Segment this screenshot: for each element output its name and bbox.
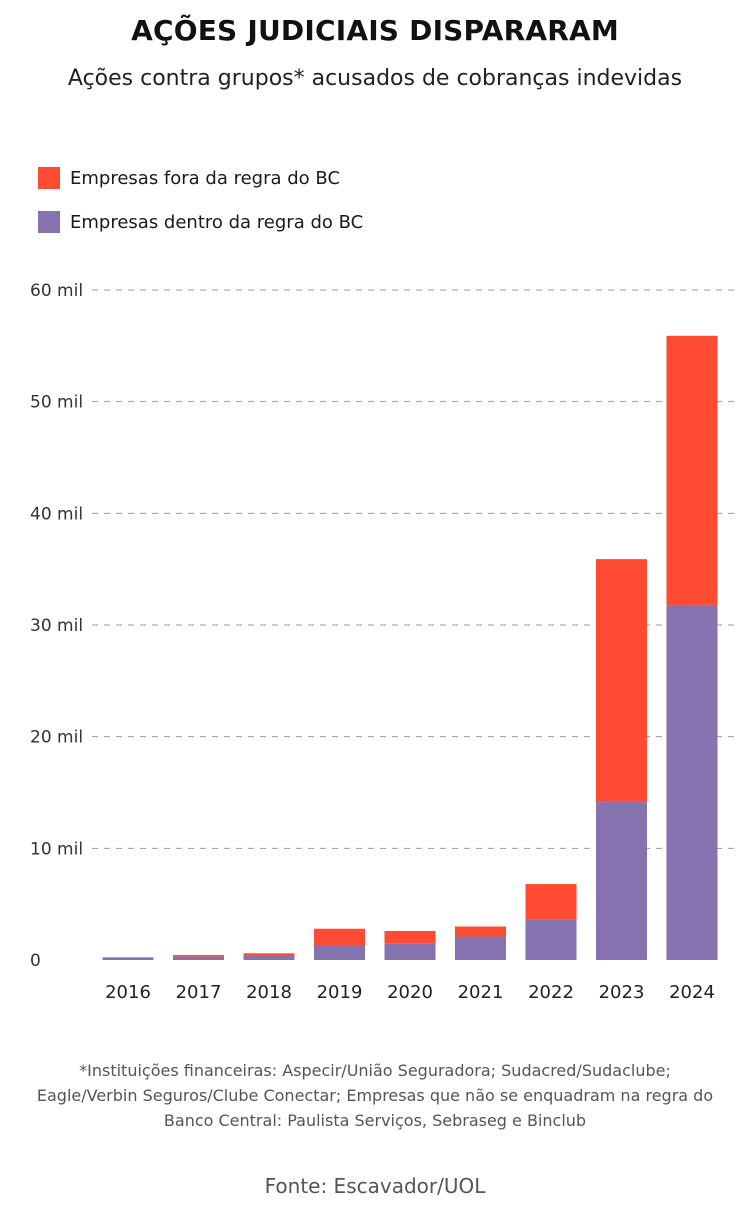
- bar-segment-dentro: [173, 956, 224, 960]
- x-tick-label: 2016: [105, 982, 151, 1003]
- bar-segment-dentro: [596, 801, 647, 960]
- bar-segment-dentro: [243, 955, 295, 960]
- legend-item-fora: Empresas fora da regra do BC: [38, 166, 363, 190]
- bar-segment-dentro: [666, 604, 718, 960]
- bar-segment-fora: [525, 884, 577, 920]
- x-tick-label: 2020: [387, 982, 433, 1003]
- source-credit: Fonte: Escavador/UOL: [264, 1174, 486, 1198]
- bar-segment-fora: [596, 559, 647, 802]
- legend-swatch-fora: [38, 167, 60, 189]
- y-axis-ticks: 0 10 mil 20 mil 30 mil 40 mil 50 mil 60 mil: [30, 281, 83, 971]
- x-tick-label: 2017: [176, 982, 222, 1003]
- legend-label-fora: Empresas fora da regra do BC: [70, 167, 341, 189]
- stacked-bar-chart: 0 10 mil 20 mil 30 mil 40 mil 50 mil 60 mil 20…: [30, 281, 740, 1003]
- chart-title: AÇÕES JUDICIAIS DISPARARAM: [131, 14, 619, 47]
- y-tick-label: 0: [30, 951, 41, 971]
- x-tick-label: 2022: [528, 982, 574, 1003]
- legend: Empresas fora da regra do BC Empresas de…: [38, 166, 363, 254]
- y-tick-label: 40 mil: [30, 504, 83, 524]
- y-tick-label: 60 mil: [30, 281, 83, 301]
- bar-segment-dentro: [384, 943, 436, 960]
- y-tick-label: 10 mil: [30, 839, 83, 859]
- x-tick-label: 2021: [458, 982, 504, 1003]
- bar-segment-fora: [384, 930, 436, 944]
- bar-segment-dentro: [455, 936, 506, 960]
- bar-segment-fora: [455, 926, 506, 937]
- bar-segment-fora: [102, 957, 154, 958]
- bar-segment-dentro: [525, 919, 577, 960]
- bar-segment-dentro: [102, 957, 154, 960]
- bar-segment-fora: [173, 954, 224, 957]
- y-tick-label: 20 mil: [30, 728, 83, 748]
- x-tick-label: 2018: [246, 982, 292, 1003]
- y-tick-label: 30 mil: [30, 616, 83, 636]
- bar-segment-fora: [243, 953, 295, 956]
- x-tick-label: 2024: [669, 982, 715, 1003]
- y-tick-label: 50 mil: [30, 393, 83, 413]
- footnote: *Instituições financeiras: Aspecir/União…: [36, 1061, 714, 1130]
- chart-subtitle: Ações contra grupos* acusados de cobranç…: [67, 66, 683, 91]
- x-tick-label: 2023: [599, 982, 645, 1003]
- legend-item-dentro: Empresas dentro da regra do BC: [38, 210, 363, 234]
- x-tick-label: 2019: [317, 982, 363, 1003]
- bars: [102, 335, 718, 960]
- legend-label-dentro: Empresas dentro da regra do BC: [70, 211, 364, 233]
- bar-segment-dentro: [314, 945, 365, 960]
- bar-segment-fora: [666, 335, 718, 605]
- bar-segment-fora: [314, 928, 365, 946]
- x-axis-ticks: 2016 2017 2018 2019 2020 2021 2022 2023 2024: [105, 982, 715, 1003]
- legend-swatch-dentro: [38, 211, 60, 233]
